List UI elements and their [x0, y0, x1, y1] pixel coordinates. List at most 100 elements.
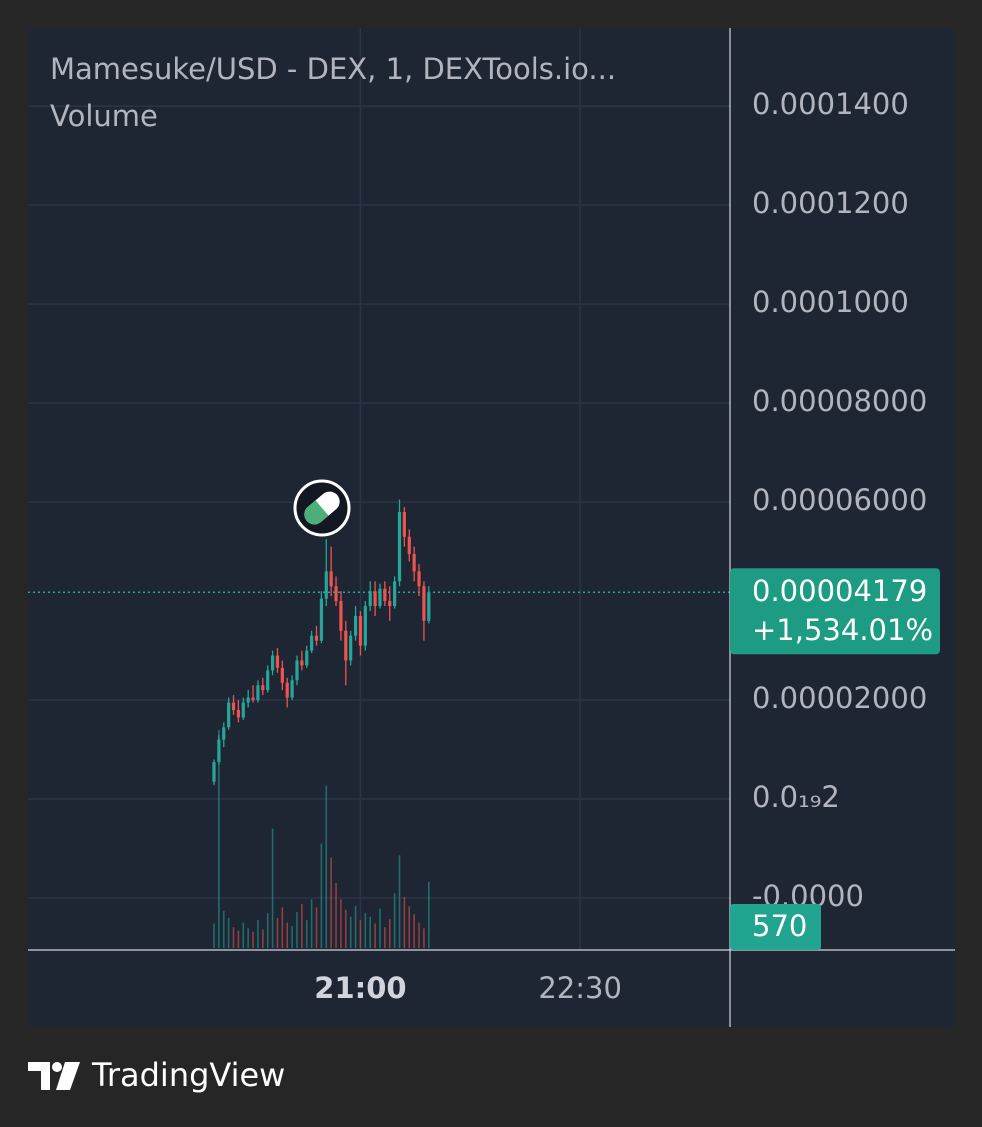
candle-body: [222, 727, 226, 740]
candle-body: [397, 512, 402, 582]
logo-part: [52, 1062, 62, 1072]
pill-half: [304, 500, 329, 525]
y-tick-label: 0.00006000: [752, 483, 927, 517]
volume-bar: [335, 883, 337, 948]
candle-body: [231, 702, 236, 710]
candle-body: [329, 571, 333, 587]
logo-part: [28, 1062, 50, 1090]
volume-bar: [388, 919, 391, 948]
y-tick-label: 0.00002000: [752, 681, 927, 715]
volume-bar: [413, 914, 415, 948]
candle-body: [417, 571, 421, 587]
candle-body: [334, 586, 338, 602]
volume-bar: [364, 913, 367, 948]
y-tick-label: 0.0₁₉2: [752, 780, 840, 814]
volume-bar: [398, 855, 401, 948]
candle-body: [236, 709, 241, 718]
candle-body: [270, 655, 275, 671]
candle-body: [383, 588, 387, 602]
chart-subtitle: Volume: [50, 99, 158, 133]
volume-bar: [354, 906, 357, 948]
volume-bar: [320, 843, 323, 948]
volume-bar: [237, 930, 240, 948]
candle-body: [217, 739, 221, 762]
candle-body: [256, 685, 260, 701]
chart-panel: [28, 28, 955, 1027]
volume-bar: [305, 920, 308, 948]
volume-bar: [222, 910, 225, 948]
volume-bar: [301, 903, 303, 948]
candle-body: [285, 682, 289, 698]
candle-body: [212, 761, 216, 782]
volume-bar: [232, 927, 235, 948]
volume-bar: [349, 916, 352, 948]
volume-bar: [281, 907, 284, 948]
volume-bar: [252, 931, 254, 948]
volume-bar: [423, 928, 425, 948]
volume-bar: [266, 913, 269, 948]
volume-bar: [418, 922, 420, 948]
y-tick-label: 0.00008000: [752, 384, 927, 418]
volume-bar: [291, 925, 293, 948]
candle-body: [378, 588, 382, 607]
candle-body: [412, 554, 416, 572]
candle-body: [393, 581, 397, 607]
volume-bar: [213, 923, 215, 948]
candle-body: [349, 635, 353, 661]
volume-bar: [218, 730, 220, 948]
price-label-box: [730, 568, 940, 655]
candle-body: [305, 650, 309, 666]
volume-bar: [315, 907, 318, 948]
candle-body: [363, 606, 367, 646]
volume-bar: [379, 908, 381, 948]
candle-body: [388, 601, 392, 607]
volume-bar: [310, 899, 313, 948]
volume-bar: [247, 928, 249, 948]
candle-body: [227, 702, 231, 728]
volume-bar: [330, 857, 332, 948]
volume-bar: [384, 927, 386, 948]
candle-body: [402, 512, 406, 537]
candle-body: [339, 601, 343, 631]
volume-bar: [374, 923, 376, 948]
candle-body: [407, 536, 411, 555]
candle-body: [295, 660, 299, 681]
y-tick-label: 0.0001200: [752, 186, 909, 220]
last-price-label: 0.00004179: [752, 574, 927, 608]
candle-body: [358, 615, 363, 646]
volume-bar: [286, 922, 289, 948]
candle-body: [261, 685, 265, 691]
volume-bar: [345, 909, 347, 948]
candle-body: [266, 670, 270, 691]
brand-logo: [28, 1062, 80, 1090]
logo-part: [56, 1062, 80, 1090]
candle-body: [241, 702, 245, 718]
brand-name: TradingView: [91, 1056, 285, 1094]
candle-body: [251, 697, 255, 701]
candle-body: [246, 697, 250, 703]
volume-bar: [262, 929, 264, 948]
candle-body: [280, 667, 284, 683]
candle-body: [344, 630, 348, 661]
y-tick-label: 0.0001000: [752, 285, 909, 319]
candle-body: [314, 635, 319, 641]
volume-bar: [325, 785, 328, 948]
volume-label: 570: [752, 909, 807, 943]
candle-body: [353, 615, 358, 636]
candle-body: [373, 591, 377, 607]
volume-bar: [276, 917, 279, 948]
candle-body: [310, 635, 314, 651]
volume-bar: [271, 828, 274, 948]
x-tick-label: 22:30: [538, 971, 622, 1005]
volume-bar: [242, 922, 245, 948]
volume-bar: [408, 906, 411, 948]
volume-bar: [369, 916, 372, 948]
y-tick-label: 0.0001400: [752, 87, 909, 121]
volume-bar: [257, 920, 259, 948]
volume-bar: [403, 896, 406, 948]
volume-bar: [427, 881, 430, 948]
volume-label-box: [730, 904, 821, 950]
candle-body: [319, 598, 323, 641]
